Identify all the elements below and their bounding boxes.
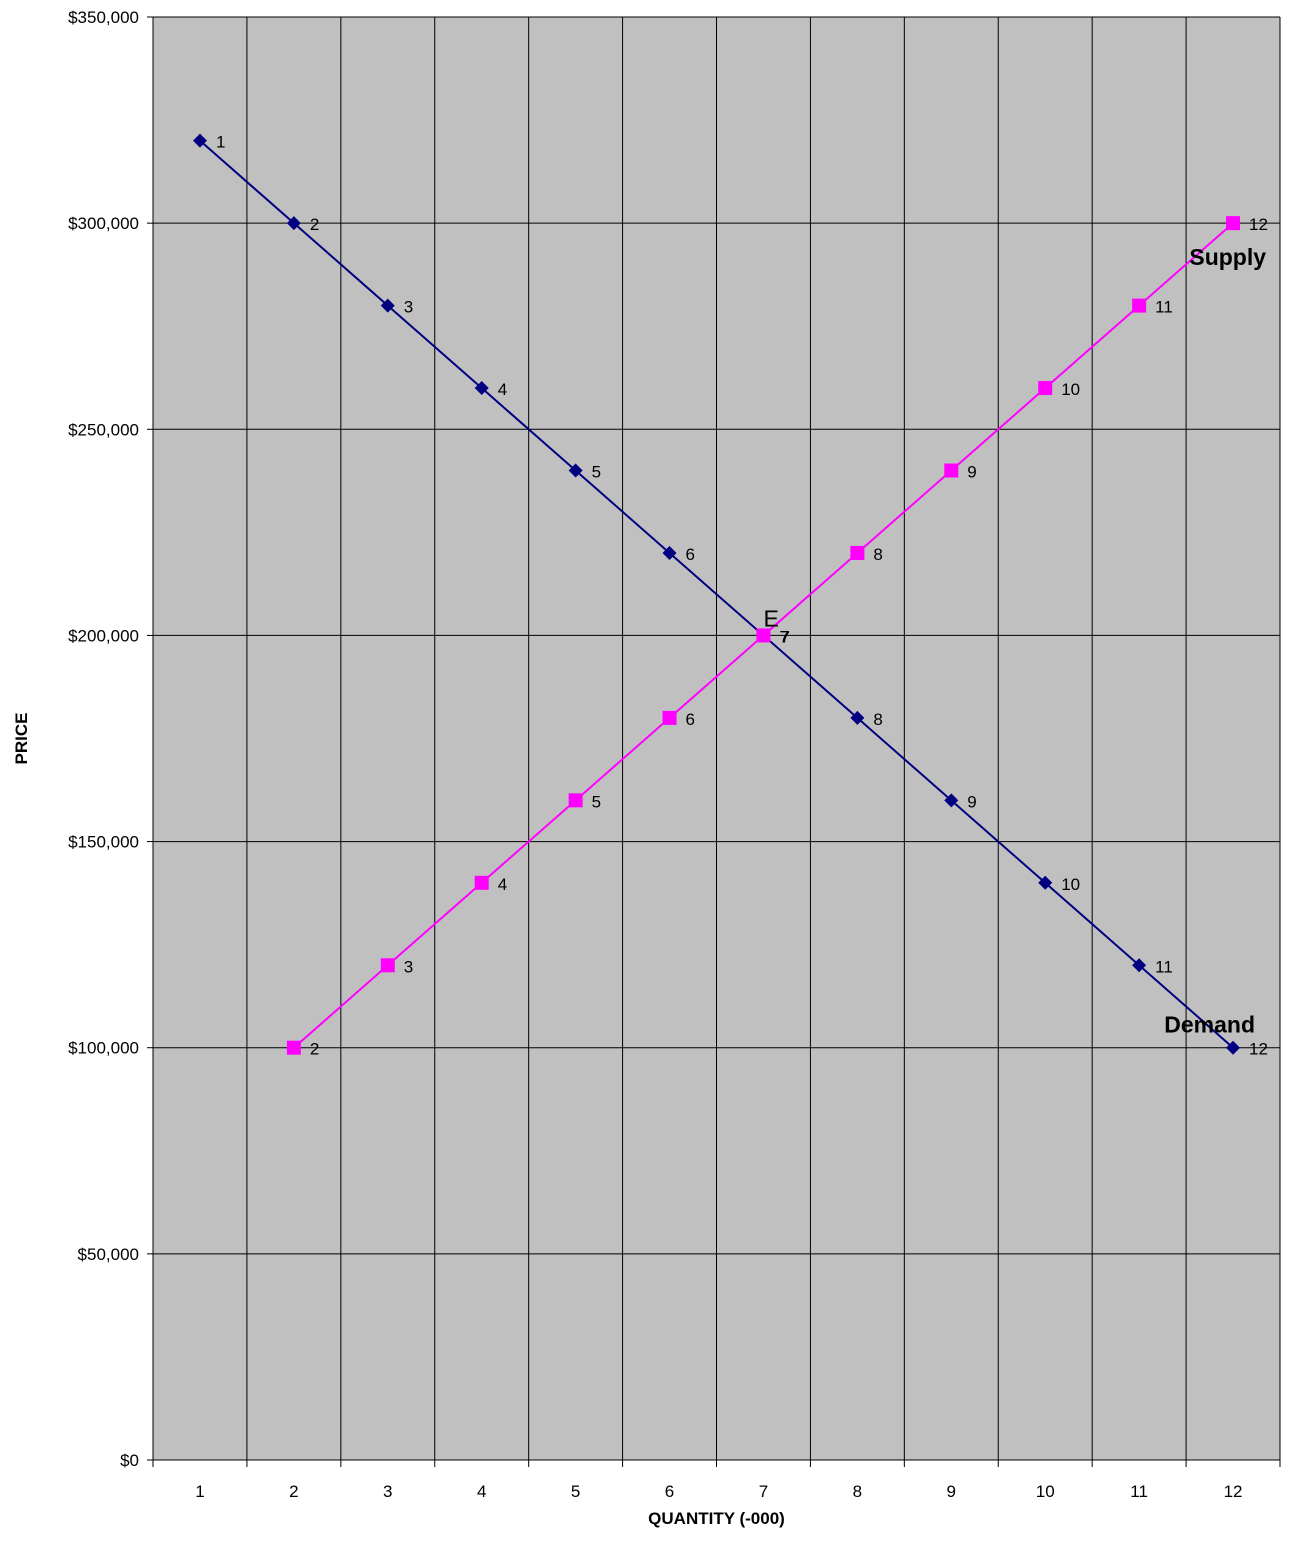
demand-point bbox=[192, 133, 207, 148]
x-tick-label: 8 bbox=[853, 1482, 862, 1501]
demand-point bbox=[850, 710, 865, 725]
supply-point bbox=[944, 463, 959, 478]
supply-point bbox=[568, 793, 583, 808]
demand-point bbox=[662, 545, 677, 560]
x-tick-label: 1 bbox=[195, 1482, 204, 1501]
supply-point bbox=[1226, 216, 1241, 231]
x-tick-label: 7 bbox=[759, 1482, 768, 1501]
demand-point-label: 10 bbox=[1061, 875, 1080, 894]
demand-point-label: 12 bbox=[1249, 1040, 1268, 1059]
y-axis-title: PRICE bbox=[12, 713, 31, 765]
y-tick-label: $200,000 bbox=[68, 626, 139, 645]
demand-point bbox=[1038, 875, 1053, 890]
supply-point-label: 10 bbox=[1061, 380, 1080, 399]
x-tick-label: 10 bbox=[1036, 1482, 1055, 1501]
supply-point bbox=[380, 958, 395, 973]
demand-point bbox=[568, 463, 583, 478]
demand-point bbox=[286, 216, 301, 231]
demand-line bbox=[199, 139, 1234, 1049]
supply-point-label: 7 bbox=[779, 627, 788, 646]
demand-point bbox=[1132, 958, 1147, 973]
x-tick-label: 2 bbox=[289, 1482, 298, 1501]
x-tick-label: 4 bbox=[477, 1482, 486, 1501]
demand-point-label: 1 bbox=[216, 133, 225, 152]
supply-point bbox=[1038, 381, 1053, 396]
supply-point-label: 2 bbox=[310, 1040, 319, 1059]
y-tick-label: $50,000 bbox=[78, 1245, 139, 1264]
supply-point bbox=[474, 875, 489, 890]
x-tick-labels: 1 2 3 4 5 6 7 8 9 10 11 12 bbox=[195, 1482, 1242, 1501]
x-axis-title: QUANTITY (-000) bbox=[648, 1509, 785, 1528]
supply-point-label: 9 bbox=[967, 463, 976, 482]
gridlines bbox=[153, 16, 1281, 1460]
demand-point-label: 3 bbox=[404, 298, 413, 317]
supply-point bbox=[850, 545, 865, 560]
y-tick-labels: $0 $50,000 $100,000 $150,000 $200,000 $250,00… bbox=[68, 8, 139, 1470]
demand-point-label: 4 bbox=[498, 380, 507, 399]
supply-series-name: Supply bbox=[1189, 244, 1266, 270]
demand-point-label: 8 bbox=[873, 710, 882, 729]
supply-point-label: 12 bbox=[1249, 215, 1268, 234]
supply-point-label: 4 bbox=[498, 875, 507, 894]
x-tick-label: 5 bbox=[571, 1482, 580, 1501]
x-tick-label: 6 bbox=[665, 1482, 674, 1501]
demand-point bbox=[944, 793, 959, 808]
supply-point bbox=[662, 710, 677, 725]
x-tick-label: 11 bbox=[1130, 1482, 1148, 1501]
demand-point bbox=[380, 298, 395, 313]
demand-point bbox=[1226, 1040, 1241, 1055]
supply-point-label: 3 bbox=[404, 957, 413, 976]
demand-series-name: Demand bbox=[1164, 1012, 1255, 1038]
y-tick-label: $150,000 bbox=[68, 833, 139, 852]
demand-point bbox=[474, 381, 489, 396]
axes bbox=[147, 16, 1281, 1467]
demand-point-label: 11 bbox=[1155, 957, 1173, 976]
demand-point-label: 9 bbox=[967, 792, 976, 811]
y-tick-label: $300,000 bbox=[68, 214, 139, 233]
x-tick-label: 3 bbox=[383, 1482, 392, 1501]
supply-point-label: 8 bbox=[873, 545, 882, 564]
equilibrium-label: E bbox=[763, 605, 778, 631]
supply-point bbox=[1132, 298, 1147, 313]
x-tick-label: 9 bbox=[947, 1482, 956, 1501]
demand-point-label: 2 bbox=[310, 215, 319, 234]
y-tick-label: $0 bbox=[120, 1451, 139, 1470]
y-tick-label: $100,000 bbox=[68, 1039, 139, 1058]
y-tick-label: $350,000 bbox=[68, 8, 139, 27]
supply-point bbox=[756, 628, 771, 643]
supply-point-label: 5 bbox=[592, 792, 601, 811]
labels-layer: 12345678910111223456789101112SupplyDeman… bbox=[216, 133, 1268, 1059]
demand-point-label: 6 bbox=[686, 545, 695, 564]
demand-point-label: 5 bbox=[592, 463, 601, 482]
y-tick-label: $250,000 bbox=[68, 420, 139, 439]
series-layer bbox=[192, 133, 1241, 1055]
supply-point-label: 11 bbox=[1155, 298, 1173, 317]
demand-point-label: 7 bbox=[780, 627, 789, 646]
supply-point-label: 6 bbox=[686, 710, 695, 729]
x-tick-label: 12 bbox=[1224, 1482, 1243, 1501]
supply-point bbox=[286, 1040, 301, 1055]
